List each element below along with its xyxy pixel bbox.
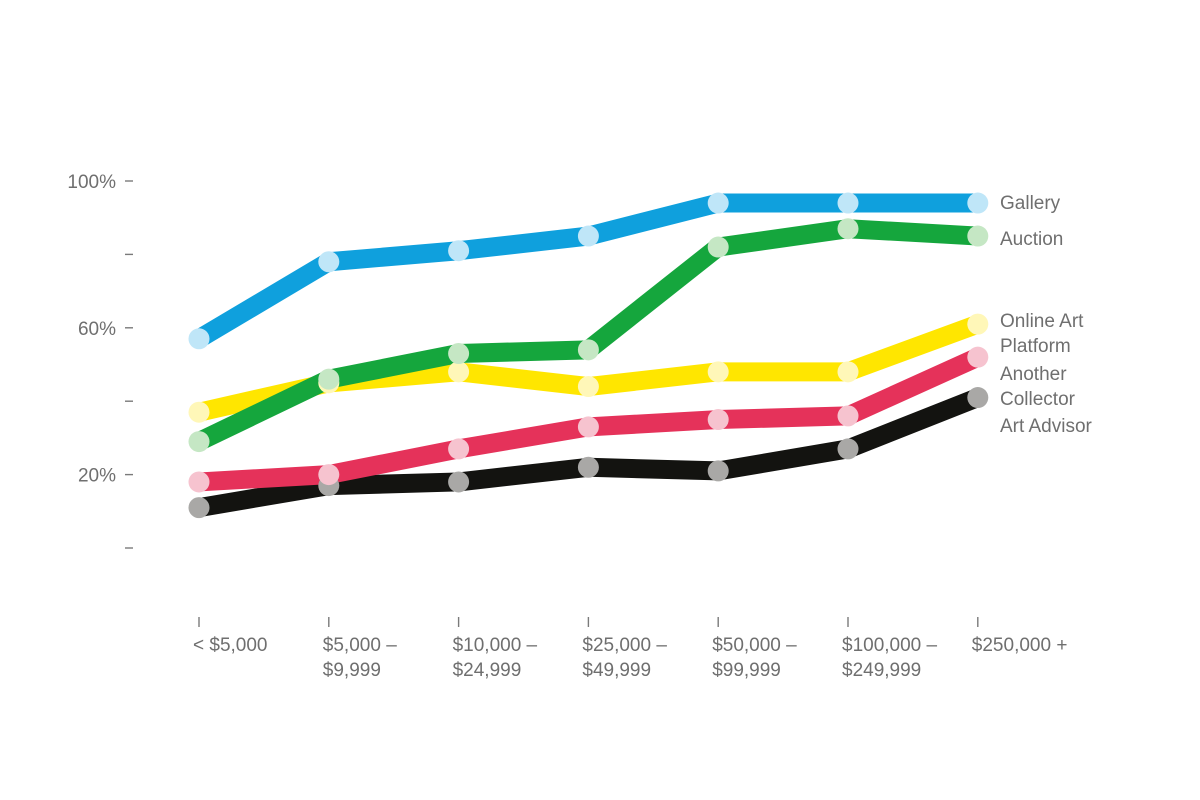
legend-label-online-art-platform: Online Art Platform [1000, 311, 1084, 357]
y-tick-label: 20% [78, 466, 116, 487]
legend-label-line: Auction [1000, 229, 1063, 250]
legend: Gallery Auction Online Art Platform Another C… [1000, 193, 1093, 437]
data-point-online-art-platform [577, 376, 599, 398]
x-tick-label-line: $100,000 – [842, 635, 938, 656]
y-tick-label: 100% [67, 172, 116, 193]
data-point-online-art-platform [967, 313, 989, 335]
series-line-online-art-platform [189, 314, 988, 422]
legend-label-line: Collector [1000, 389, 1076, 410]
data-point-art-advisor [577, 456, 599, 478]
legend-label-art-advisor: Art Advisor [1000, 416, 1093, 437]
data-point-gallery [577, 225, 599, 247]
data-point-auction [318, 368, 340, 390]
x-tick-label-line: $10,000 – [453, 635, 538, 656]
legend-label-another-collector: Another Collector [1000, 364, 1076, 410]
x-tick-label: $10,000 – $24,999 [453, 635, 538, 681]
x-tick-label-line: $249,999 [842, 660, 921, 681]
x-tick-label-line: $5,000 – [323, 635, 397, 656]
data-point-gallery [707, 192, 729, 214]
data-point-another-collector [967, 346, 989, 368]
data-point-another-collector [318, 464, 340, 486]
data-point-online-art-platform [707, 361, 729, 383]
x-tick-label-line: $25,000 – [582, 635, 667, 656]
data-point-auction [188, 431, 210, 453]
legend-label-gallery: Gallery [1000, 193, 1061, 214]
series-points [188, 192, 989, 519]
y-axis: 100% 60% 20% [67, 172, 133, 549]
y-tick-label: 60% [78, 319, 116, 340]
data-point-online-art-platform [188, 401, 210, 423]
x-tick-label: $25,000 – $49,999 [582, 635, 667, 681]
x-tick-label: < $5,000 [193, 635, 268, 656]
data-point-gallery [448, 240, 470, 262]
legend-label-line: Another [1000, 364, 1067, 385]
data-point-art-advisor [837, 438, 859, 460]
legend-label-line: Gallery [1000, 193, 1061, 214]
x-tick-label-line: $24,999 [453, 660, 522, 681]
data-point-gallery [967, 192, 989, 214]
data-point-another-collector [837, 405, 859, 427]
data-point-gallery [188, 328, 210, 350]
data-point-auction [967, 225, 989, 247]
x-tick-label-line: $49,999 [582, 660, 651, 681]
legend-label-line: Art Advisor [1000, 416, 1093, 437]
x-tick-label-line: $50,000 – [712, 635, 797, 656]
data-point-another-collector [707, 409, 729, 431]
data-point-online-art-platform [837, 361, 859, 383]
data-point-art-advisor [188, 497, 210, 519]
data-point-auction [448, 342, 470, 364]
legend-label-line: Platform [1000, 336, 1071, 357]
data-point-another-collector [448, 438, 470, 460]
x-tick-label-line: $9,999 [323, 660, 381, 681]
data-point-auction [577, 339, 599, 361]
x-tick-label: $250,000 + [972, 635, 1068, 656]
data-point-art-advisor [448, 471, 470, 493]
x-axis: < $5,000 $5,000 – $9,999 $10,000 – $24,999 $2… [193, 617, 1067, 681]
data-point-art-advisor [707, 460, 729, 482]
x-tick-label: $50,000 – $99,999 [712, 635, 797, 681]
x-tick-label: $100,000 – $249,999 [842, 635, 938, 681]
data-point-auction [837, 218, 859, 240]
data-point-another-collector [577, 416, 599, 438]
data-point-gallery [837, 192, 859, 214]
legend-label-line: Online Art [1000, 311, 1084, 332]
x-tick-label-line: < $5,000 [193, 635, 268, 656]
data-point-online-art-platform [448, 361, 470, 383]
data-point-auction [707, 236, 729, 258]
data-point-another-collector [188, 471, 210, 493]
x-tick-label: $5,000 – $9,999 [323, 635, 397, 681]
x-tick-label-line: $99,999 [712, 660, 781, 681]
data-point-gallery [318, 251, 340, 273]
data-point-art-advisor [967, 387, 989, 409]
x-tick-label-line: $250,000 + [972, 635, 1068, 656]
legend-label-auction: Auction [1000, 229, 1063, 250]
